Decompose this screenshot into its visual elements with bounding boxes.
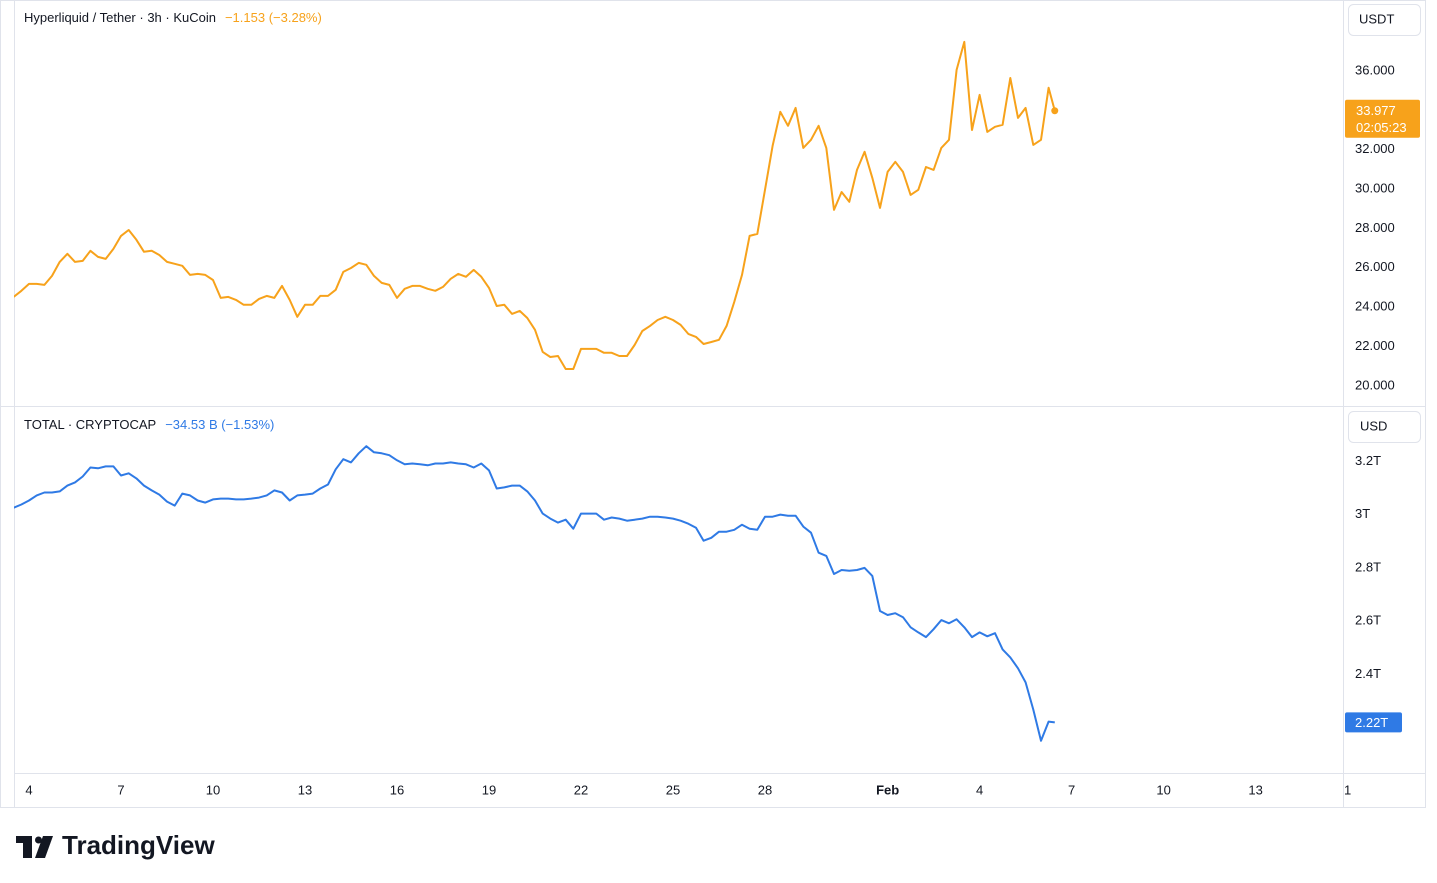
last-price-box	[1345, 99, 1420, 138]
plot-area	[14, 40, 1056, 742]
y-tick-label: 24.000	[1355, 299, 1395, 314]
x-tick-label: 19	[482, 782, 496, 797]
chart-frame	[0, 0, 1426, 808]
x-tick-label: 7	[117, 782, 124, 797]
legend: Hyperliquid / Tether · 3h · KuCoin −1.153…	[24, 10, 322, 25]
logo-icon	[23, 836, 32, 858]
y-tick-label: 30.000	[1355, 180, 1395, 195]
symbol-change: −34.53 B (−1.53%)	[165, 417, 274, 432]
y-tick-label: 3T	[1355, 506, 1370, 521]
currency-button[interactable]	[1348, 411, 1421, 443]
x-tick-label: 13	[1248, 782, 1262, 797]
currency-label[interactable]: USD	[1360, 418, 1387, 433]
y-tick-label: 36.000	[1355, 62, 1395, 77]
symbol-title: Hyperliquid / Tether · 3h · KuCoin	[24, 10, 216, 25]
y-tick-label: 2.4T	[1355, 666, 1381, 681]
logo-text: TradingView	[62, 830, 215, 860]
x-tick-label: 4	[25, 782, 32, 797]
logo-icon	[35, 836, 53, 858]
y-tick-label: 26.000	[1355, 259, 1395, 274]
y-tick-label: 28.000	[1355, 220, 1395, 235]
currency-button[interactable]	[1348, 4, 1421, 36]
x-tick-label: 7	[1068, 782, 1075, 797]
last-point	[1051, 107, 1059, 115]
y-tick-label: 32.000	[1355, 141, 1395, 156]
y-tick-label: 20.000	[1355, 377, 1395, 392]
symbol-title: TOTAL · CRYPTOCAP	[24, 417, 156, 432]
last-price-label: 33.977	[1356, 103, 1396, 118]
x-tick-label: 1	[1344, 782, 1351, 797]
tradingview-logo: TradingView	[16, 830, 215, 860]
last-price-box	[1345, 712, 1402, 733]
x-tick-label: 22	[574, 782, 588, 797]
countdown-label: 02:05:23	[1356, 120, 1407, 135]
currency-label[interactable]: USDT	[1359, 11, 1394, 26]
y-tick-label: 2.8T	[1355, 559, 1381, 574]
legend: TOTAL · CRYPTOCAP −34.53 B (−1.53%)	[24, 417, 274, 432]
y-tick-label: 3.2T	[1355, 453, 1381, 468]
y-tick-label: 2.6T	[1355, 613, 1381, 628]
x-tick-label: 10	[1156, 782, 1170, 797]
x-tick-label: 25	[666, 782, 680, 797]
price-line	[14, 40, 1056, 370]
last-price-label: 2.22T	[1355, 715, 1388, 730]
x-tick-label: 28	[758, 782, 772, 797]
logo-icon	[35, 836, 42, 844]
symbol-change: −1.153 (−3.28%)	[225, 10, 322, 25]
x-tick-label: 16	[390, 782, 404, 797]
price-line	[14, 445, 1055, 742]
y-tick-label: 22.000	[1355, 338, 1395, 353]
x-tick-label: Feb	[876, 782, 899, 797]
x-tick-label: 13	[298, 782, 312, 797]
x-tick-label: 4	[976, 782, 983, 797]
x-tick-label: 10	[206, 782, 220, 797]
